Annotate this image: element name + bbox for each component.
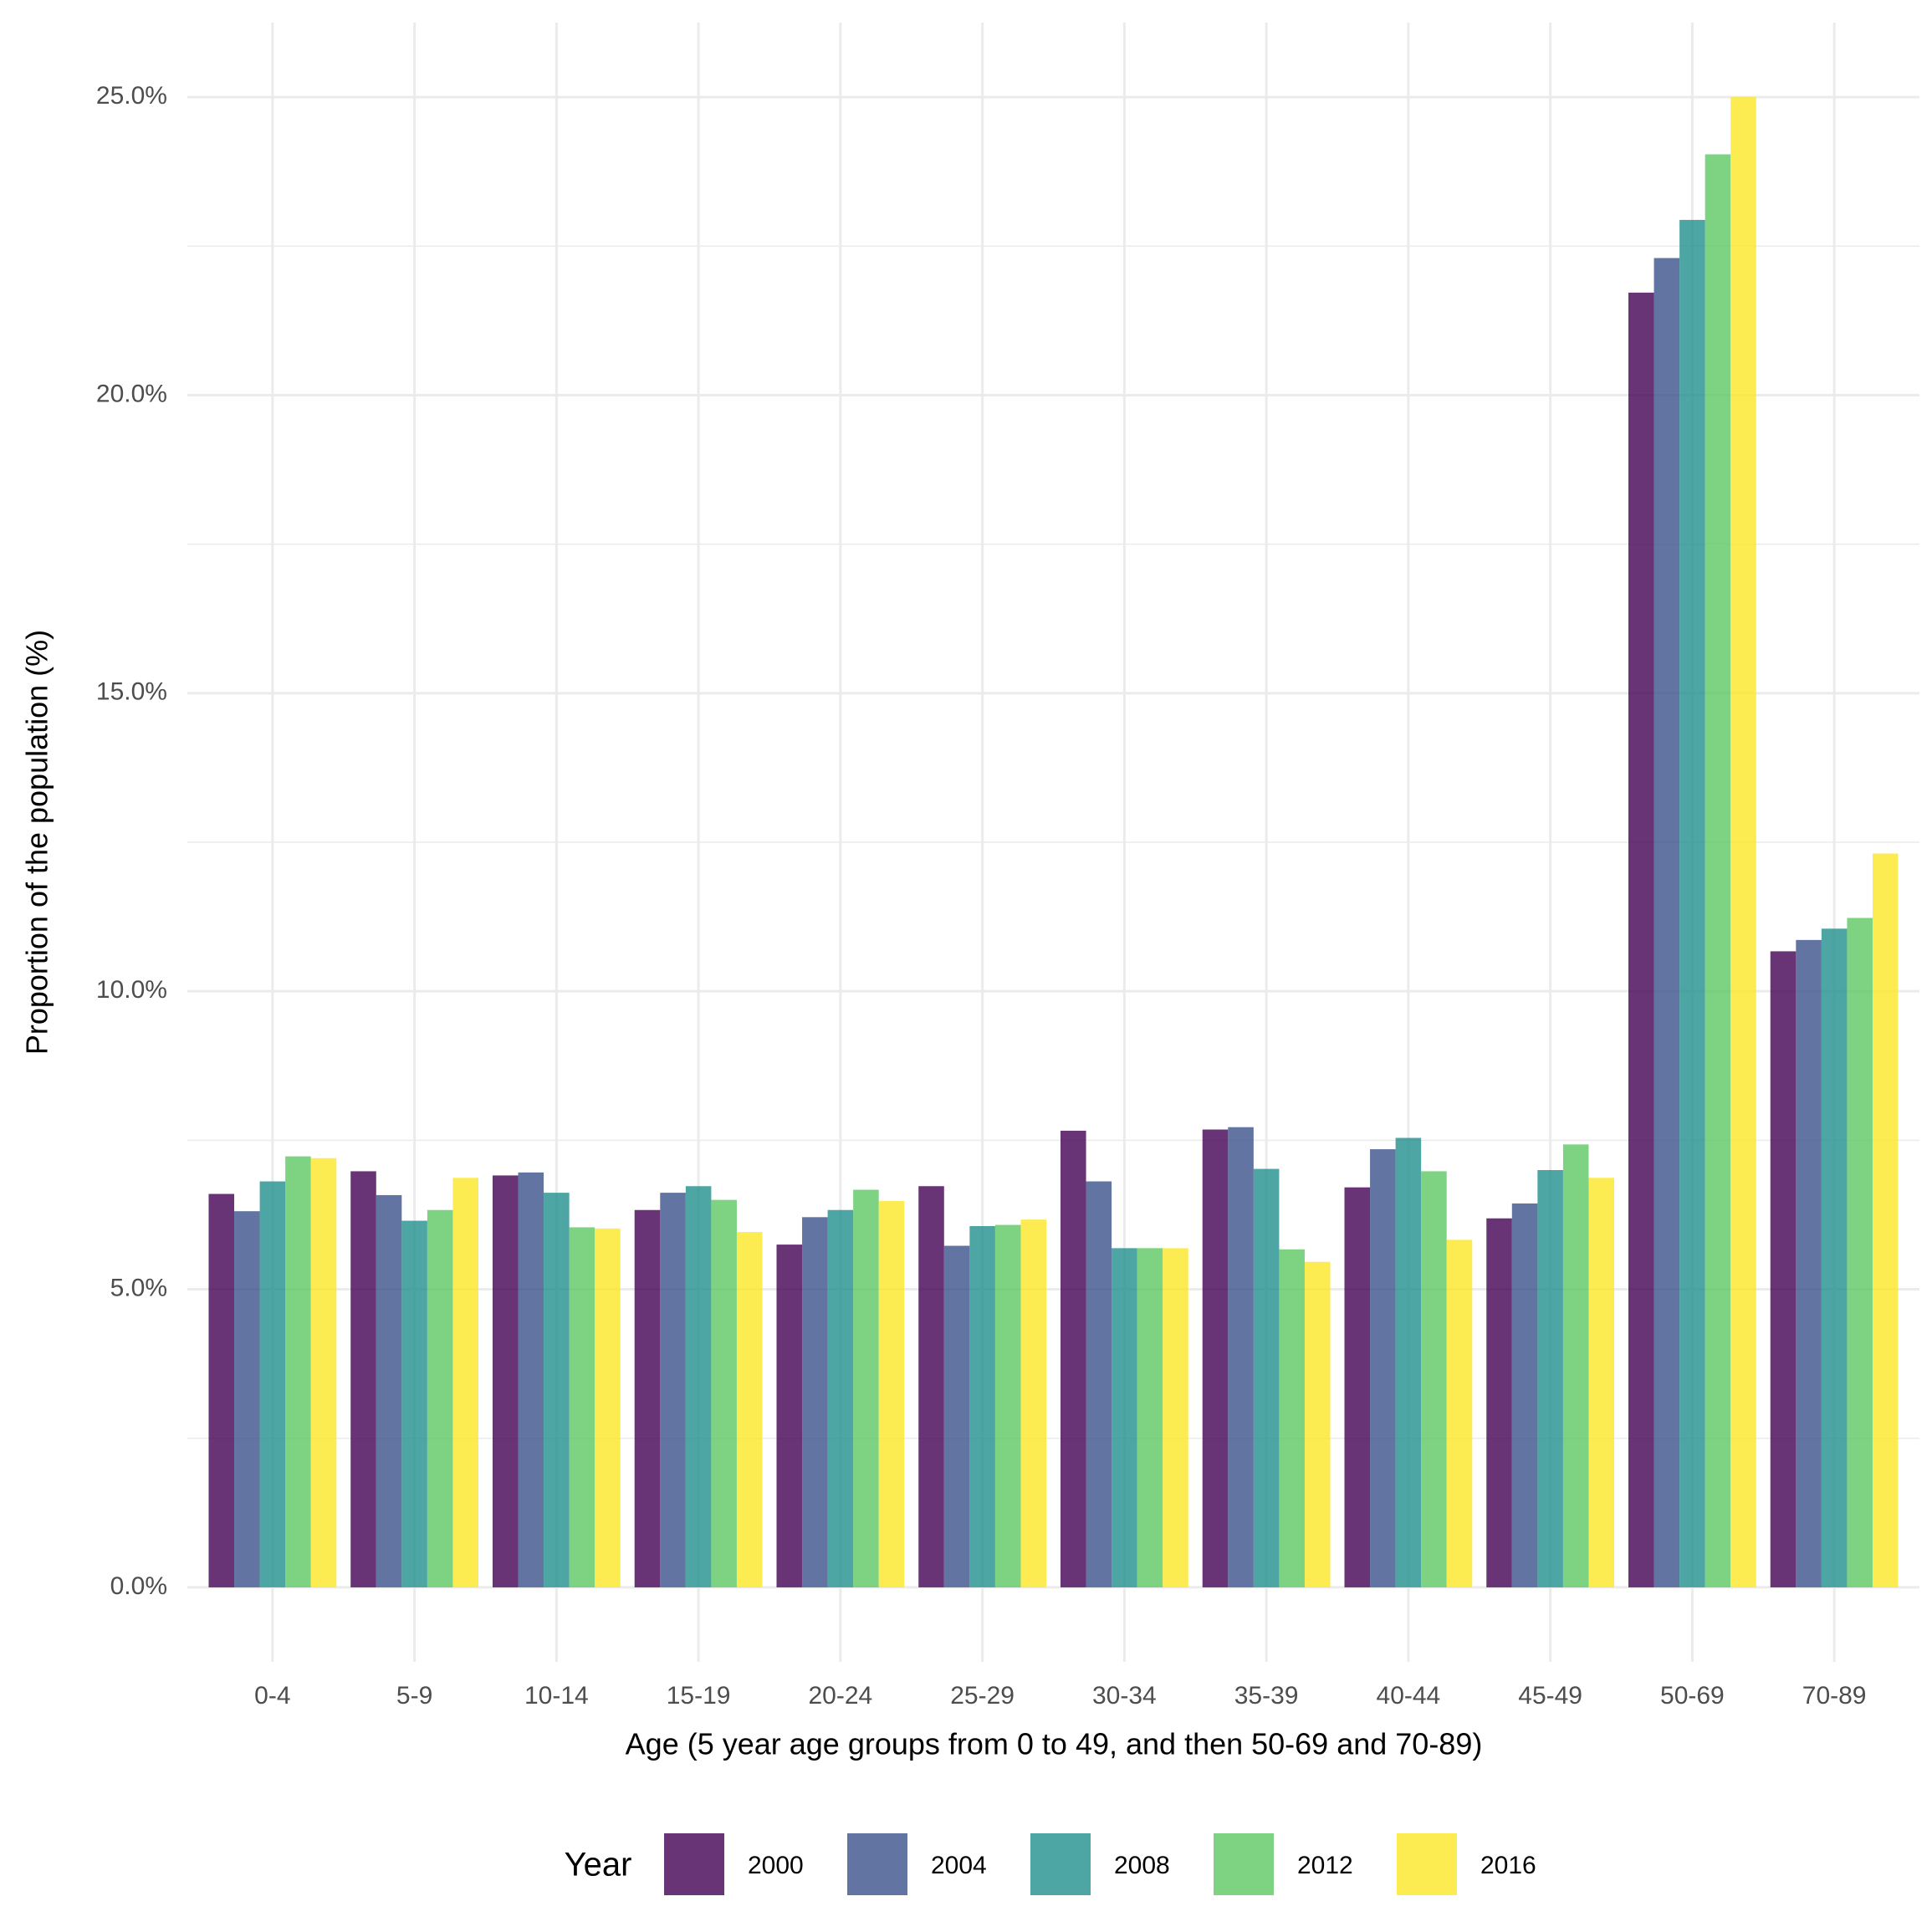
bar xyxy=(685,1186,712,1587)
bar xyxy=(1653,258,1680,1587)
legend-key xyxy=(1397,1833,1457,1895)
bar xyxy=(878,1201,905,1587)
bar xyxy=(1770,951,1797,1587)
bar xyxy=(1628,292,1654,1587)
bar xyxy=(285,1156,311,1587)
x-tick-label: 40-44 xyxy=(1377,1682,1441,1710)
bar xyxy=(1821,928,1848,1587)
y-tick-label: 20.0% xyxy=(96,380,167,407)
bar xyxy=(1304,1261,1331,1587)
legend-label: 2004 xyxy=(931,1852,987,1879)
bar xyxy=(595,1228,621,1587)
y-tick-label: 10.0% xyxy=(96,976,167,1004)
bar xyxy=(1137,1248,1163,1587)
bar xyxy=(1679,219,1705,1587)
bar xyxy=(1486,1218,1512,1587)
x-tick-label: 0-4 xyxy=(254,1682,290,1710)
x-tick-label: 30-34 xyxy=(1092,1682,1157,1710)
bar xyxy=(736,1232,763,1587)
bar xyxy=(1060,1130,1086,1587)
bar xyxy=(634,1209,661,1587)
bar xyxy=(518,1172,544,1587)
bar xyxy=(1112,1248,1137,1587)
bar xyxy=(1344,1187,1371,1587)
bar xyxy=(1730,97,1756,1587)
bar xyxy=(569,1227,595,1587)
legend-label: 2016 xyxy=(1480,1852,1536,1879)
legend-title: Year xyxy=(565,1847,632,1883)
x-tick-label: 15-19 xyxy=(667,1682,731,1710)
legend-key xyxy=(1214,1833,1274,1895)
bar xyxy=(1872,853,1899,1587)
y-axis-title: Proportion of the population (%) xyxy=(20,630,54,1055)
x-tick-label: 35-39 xyxy=(1234,1682,1299,1710)
bar xyxy=(1421,1171,1447,1587)
bar xyxy=(208,1193,235,1587)
x-tick-label: 20-24 xyxy=(809,1682,873,1710)
bar xyxy=(259,1181,286,1587)
x-tick-label: 70-89 xyxy=(1802,1682,1867,1710)
bar xyxy=(1705,154,1731,1587)
bar xyxy=(1228,1127,1254,1587)
legend-label: 2008 xyxy=(1114,1852,1170,1879)
bar xyxy=(1796,939,1822,1587)
bar xyxy=(427,1209,453,1587)
bar xyxy=(711,1199,737,1587)
bar xyxy=(1511,1203,1538,1587)
bar xyxy=(969,1225,995,1587)
bar xyxy=(827,1209,854,1587)
legend-key xyxy=(847,1833,907,1895)
bar xyxy=(1202,1129,1229,1587)
bar xyxy=(1086,1181,1112,1587)
bar xyxy=(310,1158,337,1587)
legend-label: 2000 xyxy=(748,1852,804,1879)
bar xyxy=(544,1193,570,1587)
x-tick-label: 50-69 xyxy=(1660,1682,1725,1710)
x-tick-label: 25-29 xyxy=(950,1682,1015,1710)
bar xyxy=(1537,1170,1563,1587)
bar xyxy=(1253,1168,1280,1587)
bar xyxy=(1370,1149,1396,1587)
x-tick-label: 5-9 xyxy=(396,1682,432,1710)
y-tick-label: 15.0% xyxy=(96,678,167,706)
x-tick-label: 45-49 xyxy=(1518,1682,1582,1710)
bar xyxy=(802,1217,828,1587)
bar xyxy=(1020,1219,1047,1587)
x-axis-title: Age (5 year age groups from 0 to 49, and… xyxy=(626,1727,1483,1761)
bar xyxy=(1847,917,1873,1587)
bar xyxy=(1588,1178,1615,1587)
bar xyxy=(660,1193,686,1587)
bar xyxy=(452,1178,478,1587)
bar xyxy=(918,1186,944,1587)
bar xyxy=(234,1211,260,1587)
bar xyxy=(492,1175,519,1587)
bar xyxy=(1279,1249,1305,1587)
bar xyxy=(376,1194,402,1587)
legend-key xyxy=(1030,1833,1091,1895)
legend-key xyxy=(664,1833,724,1895)
y-tick-label: 0.0% xyxy=(110,1572,167,1600)
bar xyxy=(943,1245,970,1587)
legend-label: 2012 xyxy=(1297,1852,1353,1879)
x-tick-label: 10-14 xyxy=(524,1682,589,1710)
bar xyxy=(401,1220,427,1587)
y-tick-label: 25.0% xyxy=(96,82,167,110)
bar xyxy=(994,1224,1021,1587)
bar xyxy=(776,1245,803,1587)
bar xyxy=(1562,1144,1589,1587)
bar xyxy=(1446,1239,1473,1587)
bar xyxy=(853,1189,879,1587)
y-tick-label: 5.0% xyxy=(110,1274,167,1301)
bar xyxy=(350,1171,376,1587)
bar xyxy=(1395,1137,1422,1587)
bar xyxy=(1163,1248,1188,1587)
